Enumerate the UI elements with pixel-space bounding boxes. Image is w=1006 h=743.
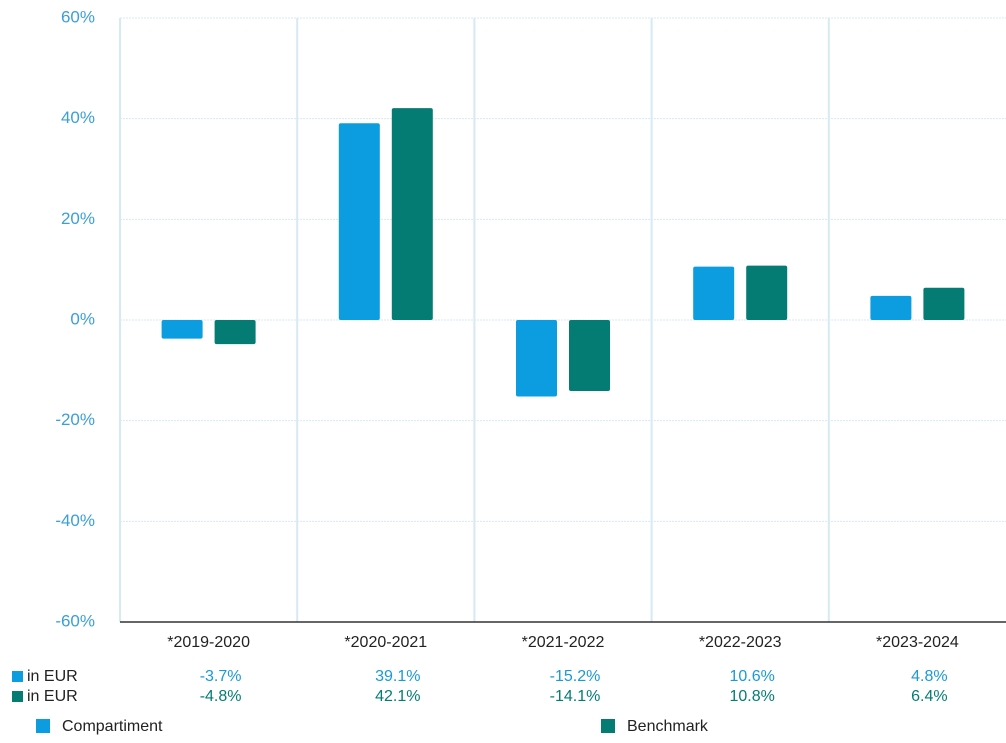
legend-swatch bbox=[36, 719, 50, 733]
bar bbox=[516, 320, 557, 397]
x-tick-label: *2021-2022 bbox=[522, 634, 605, 651]
bar bbox=[338, 123, 380, 321]
x-tick-label: *2019-2020 bbox=[167, 634, 250, 651]
value-label: 10.8% bbox=[730, 688, 775, 705]
value-label: 6.4% bbox=[911, 688, 947, 705]
bar bbox=[161, 320, 203, 339]
value-label: 4.8% bbox=[911, 668, 947, 685]
legend-label: Compartiment bbox=[62, 718, 163, 735]
bar bbox=[214, 320, 256, 345]
bar bbox=[870, 295, 912, 320]
bar bbox=[746, 265, 788, 320]
y-tick-label: 60% bbox=[61, 7, 95, 26]
bar bbox=[923, 287, 965, 320]
value-label: -15.2% bbox=[550, 668, 601, 685]
value-label: 10.6% bbox=[730, 668, 775, 685]
bar bbox=[569, 320, 610, 391]
y-tick-label: 40% bbox=[61, 108, 95, 127]
x-tick-label: *2023-2024 bbox=[876, 634, 959, 651]
y-tick-label: -20% bbox=[55, 410, 95, 429]
y-tick-label: -40% bbox=[55, 511, 95, 530]
y-tick-label: -60% bbox=[55, 611, 95, 630]
x-tick-label: *2022-2023 bbox=[699, 634, 782, 651]
y-tick-label: 20% bbox=[61, 209, 95, 228]
bar bbox=[391, 108, 433, 320]
value-label: -14.1% bbox=[550, 688, 601, 705]
row-swatch bbox=[12, 691, 23, 702]
legend-swatch bbox=[601, 719, 615, 733]
value-label: -3.7% bbox=[200, 668, 242, 685]
legend-label: Benchmark bbox=[627, 718, 709, 735]
value-label: 39.1% bbox=[375, 668, 420, 685]
value-label: -4.8% bbox=[200, 688, 242, 705]
row-label: in EUR bbox=[27, 668, 78, 685]
x-tick-label: *2020-2021 bbox=[344, 634, 427, 651]
value-label: 42.1% bbox=[375, 688, 420, 705]
bar bbox=[693, 266, 735, 320]
y-tick-label: 0% bbox=[70, 309, 95, 328]
row-label: in EUR bbox=[27, 688, 78, 705]
row-swatch bbox=[12, 671, 23, 682]
